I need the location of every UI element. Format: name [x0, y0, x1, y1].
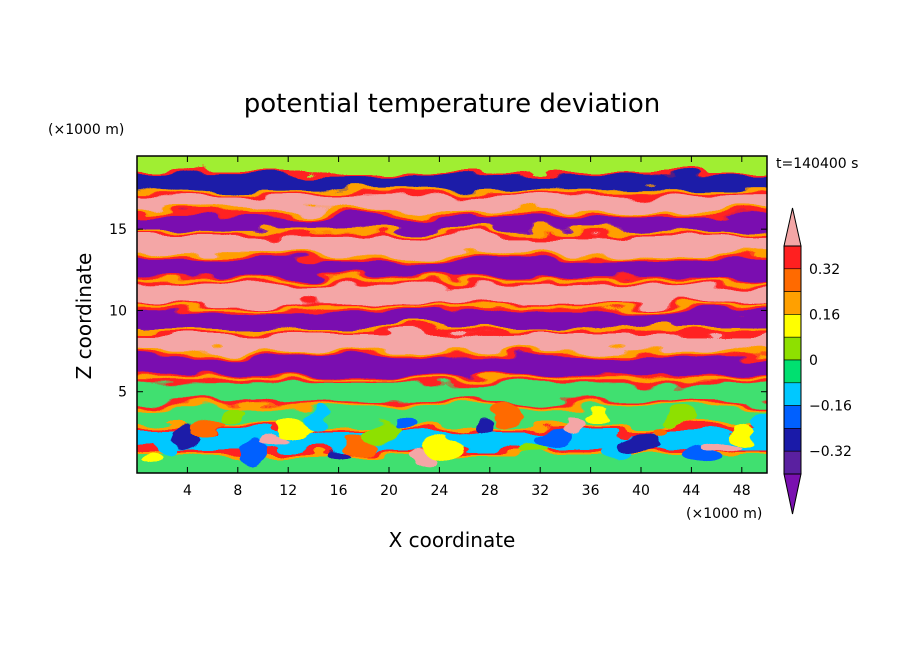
plot-field [137, 156, 767, 473]
band-layer [137, 311, 767, 330]
field-blob [617, 430, 656, 455]
field-blob [581, 410, 608, 423]
x-unit-label: (×1000 m) [686, 506, 762, 522]
band-layer [137, 174, 767, 193]
field-blob [307, 405, 328, 430]
field-blob [429, 434, 462, 459]
colorbar-segment [783, 291, 802, 315]
band-layer [137, 259, 767, 278]
x-tick-label: 16 [330, 483, 348, 499]
field-blob [222, 405, 243, 424]
chart-title: potential temperature deviation [244, 89, 660, 119]
y-axis: 5 10 15 [109, 222, 767, 401]
y-unit-label: (×1000 m) [48, 122, 124, 138]
x-tick-label: 44 [682, 483, 700, 499]
band-layer [137, 216, 767, 235]
field-blob [648, 424, 669, 437]
band-layer [137, 285, 767, 304]
x-tick-label: 8 [233, 483, 242, 499]
y-tick-label: 5 [118, 385, 127, 401]
y-tick-label: 10 [109, 303, 127, 319]
field-blob [703, 439, 742, 452]
x-axis: 4 8 12 16 20 24 28 32 36 40 44 48 [183, 156, 751, 499]
x-axis-label: X coordinate [389, 528, 516, 552]
field-blob [684, 444, 717, 469]
band-layer [137, 356, 767, 375]
x-tick-label: 48 [733, 483, 751, 499]
field-blob [514, 444, 547, 457]
field-blob [155, 439, 182, 458]
time-label: t=140400 s [776, 156, 858, 172]
field-blob [733, 424, 754, 443]
band-layer [137, 194, 767, 213]
x-tick-label: 24 [430, 483, 448, 499]
colorbar-label: −0.16 [809, 399, 852, 415]
field-blob [325, 449, 352, 462]
colorbar-segment [783, 450, 802, 475]
colorbar-segment [783, 245, 802, 270]
colorbar-frame [783, 245, 802, 475]
colorbar-bottom-triangle [783, 473, 802, 515]
colorbar-top-triangle [783, 207, 802, 247]
field-blob [277, 420, 316, 439]
x-tick-label: 20 [380, 483, 398, 499]
colorbar-segment [783, 359, 802, 384]
band-layer [137, 333, 767, 352]
colorbar-label: 0.16 [809, 307, 840, 323]
field-blob [137, 453, 157, 466]
field-blob [173, 425, 206, 450]
band-layer [137, 236, 767, 255]
field-blob [240, 439, 267, 464]
x-tick-label: 32 [531, 483, 549, 499]
field-blob [392, 414, 413, 427]
x-tick-label: 12 [279, 483, 297, 499]
colorbar-segment [783, 405, 802, 429]
field-blob [191, 419, 230, 432]
field-blob [410, 449, 437, 468]
x-tick-label: 40 [632, 483, 650, 499]
colorbar-label: −0.32 [809, 444, 852, 460]
colorbar-label: 0 [809, 353, 818, 369]
y-tick-label: 15 [109, 222, 127, 238]
field-blob [477, 415, 498, 434]
field-blob [532, 429, 571, 448]
band-layer [137, 382, 767, 401]
field-blob [258, 434, 291, 447]
field-bands [137, 156, 767, 473]
field-blob [447, 429, 486, 442]
field-blob [751, 410, 767, 435]
colorbar-segment [783, 336, 802, 361]
x-tick-label: 36 [582, 483, 600, 499]
field-blob [496, 400, 523, 425]
field-blob [563, 415, 583, 440]
field-blob [666, 410, 693, 429]
plot-frame [136, 155, 768, 474]
colorbar: 0.32 0.16 0 −0.16 −0.32 [783, 207, 852, 515]
colorbar-segment [783, 314, 802, 338]
colorbar-label: 0.32 [809, 262, 840, 278]
colorbar-segment [783, 268, 802, 292]
field-blob [362, 420, 401, 445]
x-tick-label: 4 [183, 483, 192, 499]
colorbar-segment [783, 428, 802, 452]
x-tick-label: 28 [481, 483, 499, 499]
top-region [137, 156, 767, 172]
colorbar-segment [783, 382, 802, 406]
y-axis-label: Z coordinate [72, 253, 96, 380]
